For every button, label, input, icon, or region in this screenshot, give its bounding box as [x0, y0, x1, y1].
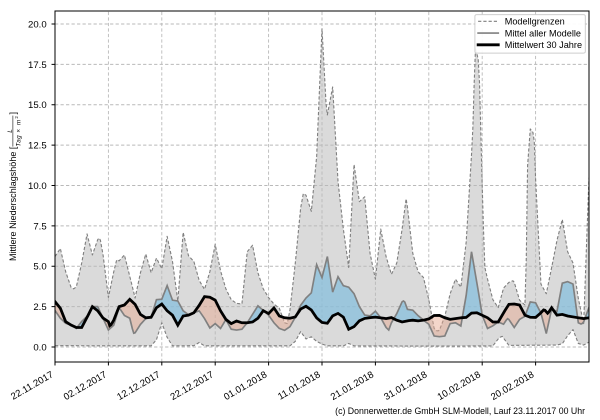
- svg-text:Mittel aller Modelle: Mittel aller Modelle: [505, 28, 581, 38]
- svg-text:Mittelwert 30 Jahre: Mittelwert 30 Jahre: [505, 40, 582, 50]
- svg-text:17.5: 17.5: [28, 60, 47, 71]
- svg-text:(c) Donnerwetter.de GmbH SLM-M: (c) Donnerwetter.de GmbH SLM-Modell, Lau…: [335, 406, 585, 416]
- svg-text:2.5: 2.5: [33, 302, 46, 313]
- svg-text:0.0: 0.0: [33, 342, 46, 353]
- svg-text:10.0: 10.0: [28, 181, 47, 192]
- svg-text:Modellgrenzen: Modellgrenzen: [505, 17, 565, 27]
- svg-text:M i t t: M i t t l e r e N i e d e r s c h l a g …: [0, 106, 26, 261]
- svg-text:15.0: 15.0: [28, 100, 47, 111]
- svg-text:12.5: 12.5: [28, 141, 47, 152]
- svg-text:5.0: 5.0: [33, 262, 46, 273]
- svg-text:20.0: 20.0: [28, 19, 47, 30]
- svg-text:7.5: 7.5: [33, 221, 46, 232]
